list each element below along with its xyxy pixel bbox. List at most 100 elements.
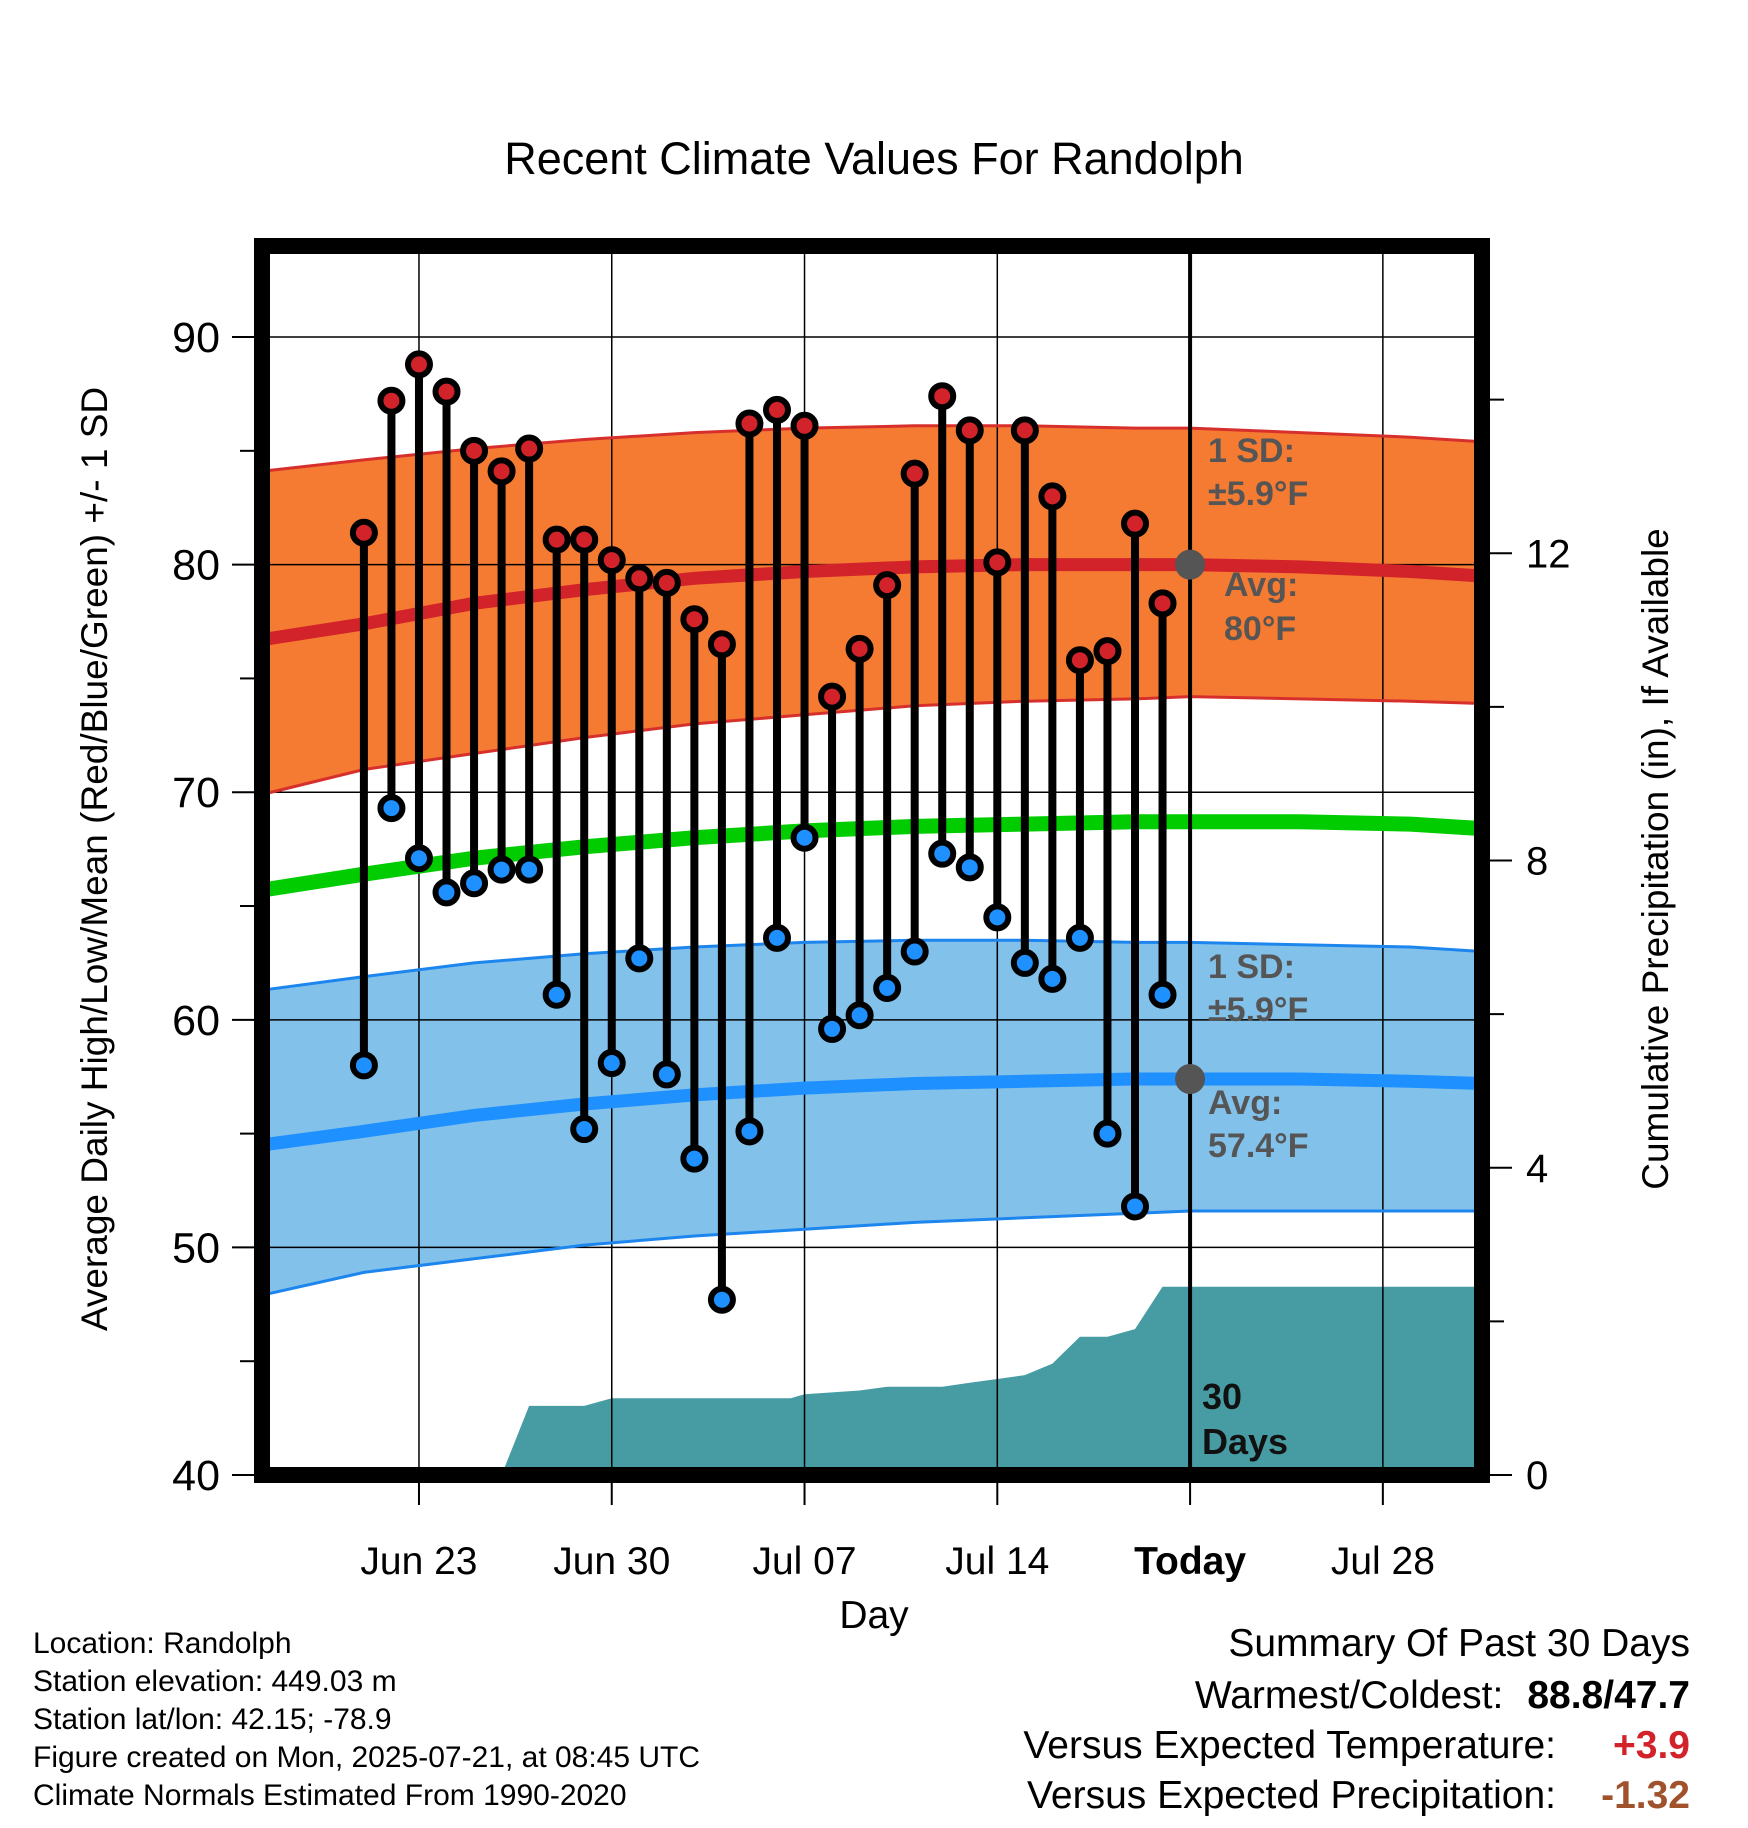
precip-label: Versus Expected Precipitation: [1027, 1774, 1556, 1817]
y-axis-left-label: Average Daily High/Low/Mean (Red/Blue/Gr… [74, 387, 115, 1331]
daily-low-point [1093, 1119, 1122, 1148]
daily-low-point [460, 869, 489, 898]
y-right-tick-label: 12 [1526, 532, 1571, 576]
daily-low-point [790, 823, 819, 852]
daily-high-point [652, 568, 681, 597]
x-tick-label: Jun 23 [360, 1540, 477, 1583]
y-right-tick-label: 8 [1526, 840, 1548, 884]
low-lower-edge [261, 1209, 1482, 1297]
daily-low-point [900, 937, 929, 966]
daily-high-point [790, 411, 819, 440]
daily-high-point [1010, 416, 1039, 445]
daily-high-point [597, 546, 626, 575]
x-tick-label: Jul 14 [945, 1540, 1049, 1583]
daily-low-point [873, 973, 902, 1002]
latlon-text: Station lat/lon: 42.15; -78.9 [33, 1703, 392, 1736]
daily-high-point [1148, 589, 1177, 618]
daily-low-point [432, 878, 461, 907]
precip-value: -1.32 [1601, 1774, 1690, 1817]
daily-high-point [1038, 482, 1067, 511]
daily-high-point [680, 605, 709, 634]
daily-high-point [460, 436, 489, 465]
x-axis-label: Day [839, 1594, 909, 1637]
warm-cold-value: 88.8/47.7 [1527, 1674, 1690, 1717]
elevation-text: Station elevation: 449.03 m [33, 1665, 397, 1698]
y-left-tick-label: 40 [172, 1452, 220, 1500]
normals-text: Climate Normals Estimated From 1990-2020 [33, 1779, 627, 1812]
daily-low-point [983, 903, 1012, 932]
daily-high-point [873, 571, 902, 600]
daily-high-point [928, 382, 957, 411]
low-sd-value: ±5.9°F [1208, 991, 1308, 1029]
summary-title: Summary Of Past 30 Days [1228, 1622, 1690, 1665]
temp-value: +3.9 [1613, 1724, 1690, 1767]
y-left-tick-label: 70 [172, 769, 220, 817]
x-tick-label-today: Today [1134, 1540, 1246, 1583]
location-text: Location: Randolph [33, 1627, 292, 1660]
daily-low-point [404, 844, 433, 873]
daily-low-point [955, 853, 984, 882]
daily-high-point [735, 409, 764, 438]
created-text: Figure created on Mon, 2025-07-21, at 08… [33, 1741, 701, 1774]
daily-high-point [900, 459, 929, 488]
daily-high-point [349, 518, 378, 547]
y-left-tick-label: 80 [172, 542, 220, 590]
summary-warm-cold: Warmest/Coldest: 88.8/47.7 [1195, 1674, 1690, 1718]
daily-high-point [955, 416, 984, 445]
y-right-tick-label: 4 [1526, 1147, 1548, 1191]
daily-high-point [1121, 509, 1150, 538]
daily-low-point [1010, 948, 1039, 977]
daily-high-point [377, 386, 406, 415]
high-sd-band [262, 425, 1482, 795]
daily-low-point [1065, 923, 1094, 952]
y-left-tick-label: 60 [172, 997, 220, 1045]
high-avg-marker [1175, 549, 1206, 580]
daily-high-point [570, 525, 599, 554]
daily-low-point [735, 1117, 764, 1146]
plot-frame [254, 238, 1490, 1483]
high-sd-title: 1 SD: [1208, 432, 1295, 470]
daily-high-point [515, 434, 544, 463]
daily-low-point [845, 1001, 874, 1030]
low-sd-title: 1 SD: [1208, 948, 1295, 986]
daily-high-point [818, 682, 847, 711]
high-avg-title: Avg: [1224, 566, 1298, 604]
daily-low-point [1038, 964, 1067, 993]
y-left-tick-label: 50 [172, 1224, 220, 1272]
daily-high-point [1065, 646, 1094, 675]
daily-high-point [625, 564, 654, 593]
daily-low-point [542, 980, 571, 1009]
y-left-tick-label: 90 [172, 314, 220, 362]
low-avg-title: Avg: [1208, 1084, 1282, 1122]
daily-low-point [597, 1049, 626, 1078]
daily-high-point [762, 395, 791, 424]
daily-low-point [928, 839, 957, 868]
x-tick-label: Jul 28 [1331, 1540, 1435, 1583]
normal-low-line [261, 1072, 1483, 1152]
chart-title: Recent Climate Values For Randolph [504, 133, 1244, 184]
y-axis-right-label: Cumulative Precipitation (in), If Availa… [1635, 528, 1676, 1190]
daily-high-point [707, 630, 736, 659]
footer-info: Location: Randolph Station elevation: 44… [33, 1625, 700, 1815]
window-days-label: Days [1202, 1421, 1288, 1462]
temp-label: Versus Expected Temperature: [1023, 1724, 1556, 1767]
daily-high-point [845, 634, 874, 663]
daily-low-point [680, 1144, 709, 1173]
y-right-tick-label: 0 [1526, 1454, 1548, 1498]
high-sd-value: ±5.9°F [1208, 475, 1308, 513]
daily-low-point [349, 1051, 378, 1080]
daily-high-point [487, 457, 516, 486]
precipitation-area [262, 1286, 1482, 1475]
low-sd-band [262, 940, 1482, 1296]
daily-high-point [983, 548, 1012, 577]
daily-low-point [515, 855, 544, 884]
daily-low-point [707, 1285, 736, 1314]
window-days-number: 30 [1202, 1376, 1242, 1417]
daily-high-point [432, 377, 461, 406]
daily-low-point [625, 944, 654, 973]
daily-low-point [570, 1115, 599, 1144]
daily-high-point [542, 525, 571, 554]
low-avg-value: 57.4°F [1208, 1127, 1309, 1165]
daily-low-point [1121, 1192, 1150, 1221]
